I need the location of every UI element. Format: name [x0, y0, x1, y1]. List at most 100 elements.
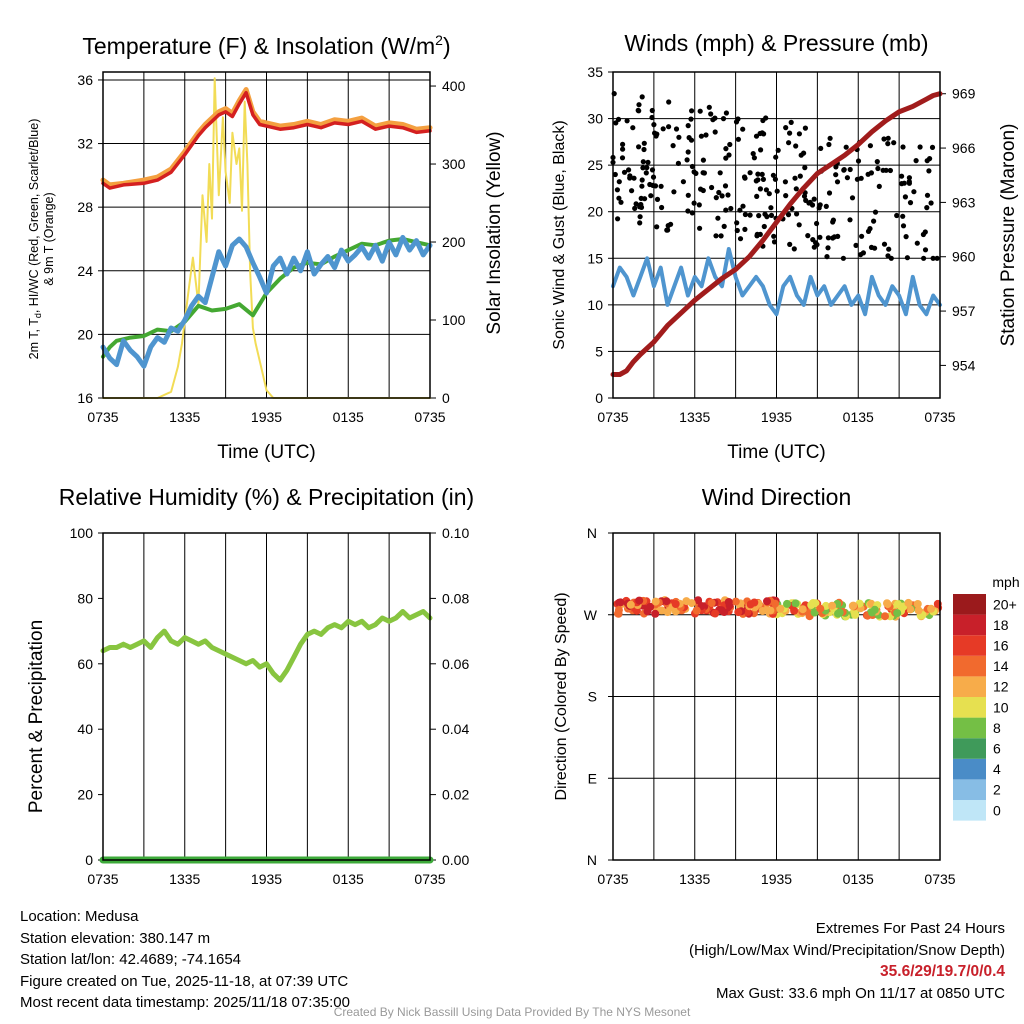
gust-point — [706, 104, 712, 110]
panel-title: Temperature (F) & Insolation (W/m2) — [82, 32, 450, 59]
gust-point — [750, 151, 756, 157]
panel-title: Relative Humidity (%) & Precipitation (i… — [59, 484, 474, 510]
y-tick-label: 100 — [70, 525, 94, 541]
gust-point — [900, 223, 907, 229]
gust-point — [635, 107, 641, 113]
gust-point — [709, 184, 715, 191]
panel-title-end: ) — [443, 33, 451, 59]
gust-point — [876, 183, 882, 189]
gust-point — [666, 99, 672, 105]
x-tick-label: 0735 — [924, 409, 955, 425]
gust-point — [619, 155, 626, 161]
gust-point — [760, 176, 767, 182]
gust-point — [737, 207, 743, 213]
gust-point — [774, 188, 780, 194]
direction-point — [883, 599, 891, 608]
gust-point — [900, 144, 906, 150]
gust-point — [770, 172, 777, 178]
gust-point — [763, 187, 770, 193]
colorbar-label: 6 — [993, 741, 1001, 757]
x-tick-label: 0735 — [924, 871, 955, 887]
gust-point — [615, 116, 622, 122]
gust-point — [810, 237, 816, 243]
gust-point — [742, 211, 749, 218]
gust-point — [913, 158, 919, 164]
y-axis-label: 2m T, Td, HI/WC (Red, Green, Scarlet/Blu… — [27, 119, 43, 360]
gust-point — [712, 129, 718, 135]
y-tick-label: 24 — [77, 263, 93, 279]
x-tick-label: 0735 — [414, 871, 445, 887]
gust-point — [637, 204, 643, 210]
gust-point — [853, 242, 859, 248]
colorbar-label: 16 — [993, 638, 1009, 654]
gust-point — [640, 165, 646, 171]
y-tick-label: E — [588, 770, 597, 786]
gust-point — [654, 196, 661, 202]
gust-point — [900, 213, 906, 219]
gust-point — [847, 217, 853, 223]
gust-point — [652, 183, 659, 189]
extremes-values: 35.6/29/19.7/0/0.4 — [880, 963, 1005, 980]
gust-point — [805, 233, 811, 239]
y-tick-label: W — [584, 607, 598, 623]
x-tick-label: 0735 — [87, 871, 118, 887]
gust-point — [742, 226, 748, 232]
plot-frame — [102, 71, 431, 399]
gust-point — [640, 159, 646, 165]
gust-point — [639, 94, 645, 100]
gust-point — [929, 144, 936, 150]
gust-point — [788, 119, 794, 125]
gust-point — [872, 245, 878, 251]
gust-point — [670, 143, 676, 149]
gust-point — [613, 120, 619, 126]
x-axis-label: Time (UTC) — [217, 442, 316, 463]
gust-point — [783, 193, 789, 199]
gust-point — [894, 212, 900, 219]
gust-point — [753, 178, 759, 184]
direction-point — [776, 604, 785, 613]
colorbar-swatch — [953, 800, 986, 821]
direction-point — [766, 606, 775, 615]
gust-point — [921, 255, 927, 261]
gust-point — [716, 189, 722, 196]
direction-point — [707, 599, 716, 607]
gust-point — [734, 227, 740, 234]
y2-tick-label: 963 — [952, 194, 976, 210]
x-tick-label: 1935 — [761, 409, 792, 425]
direction-point — [651, 609, 660, 618]
gust-point — [637, 220, 643, 226]
x-tick-label: 0135 — [333, 409, 364, 425]
y-tick-label: 10 — [587, 297, 603, 313]
gust-point — [723, 207, 729, 213]
gust-point — [726, 152, 732, 158]
direction-point — [671, 600, 680, 608]
gust-point — [859, 233, 865, 239]
direction-point — [783, 599, 791, 608]
panel-title-superscript: 2 — [435, 32, 443, 48]
gust-point — [928, 200, 934, 206]
y2-tick-label: 0 — [442, 390, 450, 406]
figure-created: Figure created on Tue, 2025-11-18, at 07… — [20, 972, 349, 990]
gust-point — [689, 210, 695, 216]
gust-point — [825, 245, 831, 251]
gust-point — [809, 202, 816, 208]
gust-point — [688, 116, 694, 122]
gust-point — [840, 255, 847, 261]
direction-point — [816, 604, 825, 613]
gust-point — [618, 199, 624, 205]
gust-point — [826, 141, 832, 148]
gust-point — [723, 155, 729, 161]
gust-point — [630, 125, 636, 131]
gust-point — [641, 146, 647, 153]
gust-point — [700, 170, 706, 176]
gust-point — [872, 209, 879, 215]
gust-point — [835, 233, 841, 239]
gust-point — [792, 175, 798, 181]
panel-title-text: Wind Direction — [702, 484, 852, 510]
y2-tick-label: 0.10 — [442, 525, 469, 541]
humidity-panel: 0735 1335 1935 0135 0735 Relative Humidity (%… — [26, 484, 474, 887]
y2-tick-label: 400 — [442, 78, 466, 94]
gust-point — [747, 170, 753, 176]
gust-point — [691, 200, 697, 206]
gust-point — [885, 141, 891, 147]
